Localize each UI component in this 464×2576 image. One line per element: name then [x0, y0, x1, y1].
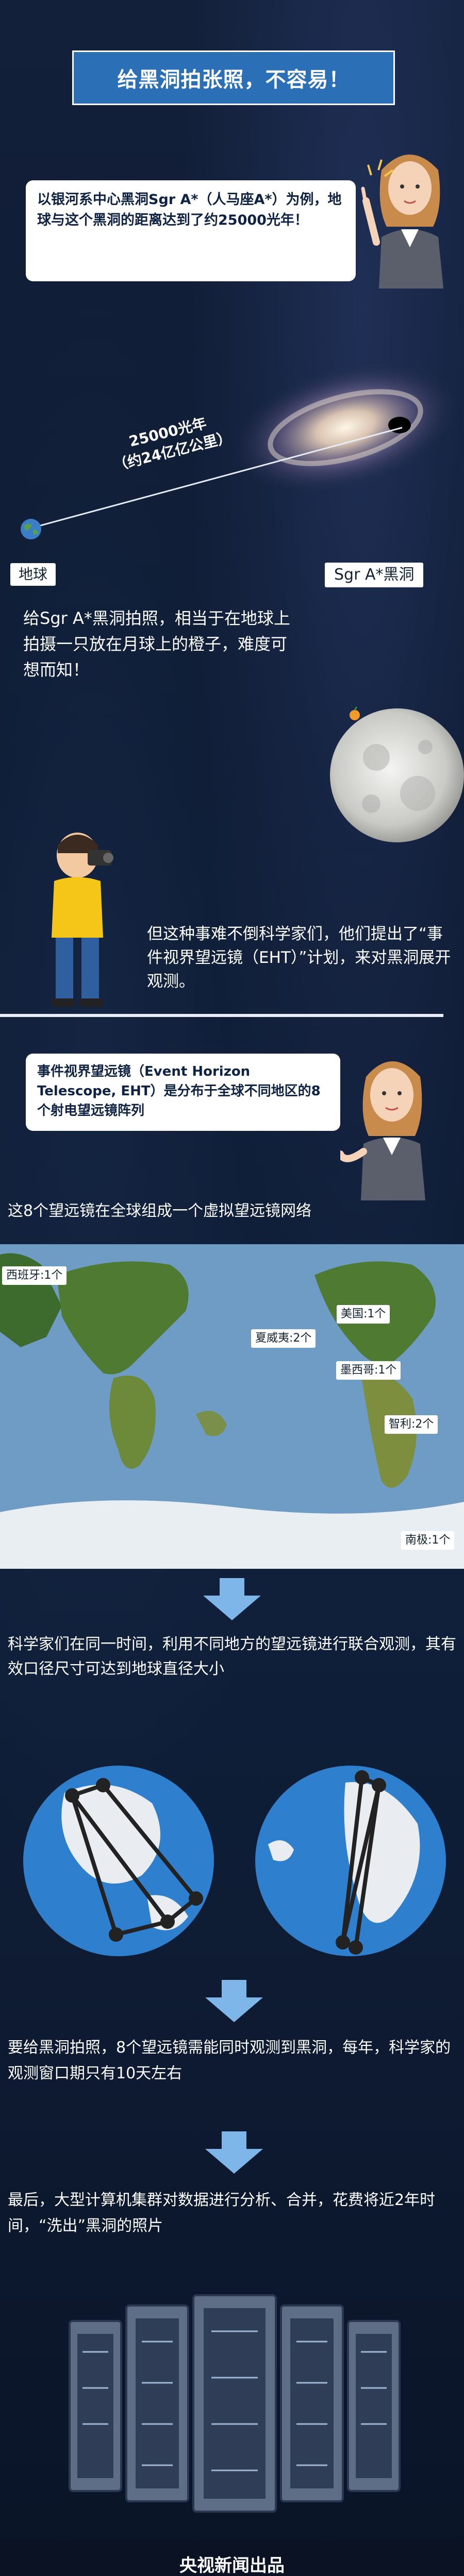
down-arrow-icon [203, 1578, 261, 1620]
network-text: 这8个望远镜在全球组成一个虚拟望远镜网络 [8, 1202, 312, 1220]
location-hawaii: 夏威夷:2个 [251, 1329, 316, 1348]
down-arrow-icon-2 [205, 1980, 263, 2022]
section-divider [0, 1014, 443, 1017]
joint-observation-text: 科学家们在同一时间，利用不同地方的望远镜进行联合观测，其有效口径尺寸可达到地球直… [8, 1635, 456, 1678]
globe-right-image [255, 1766, 446, 1956]
page-title: 给黑洞拍张照，不容易！ [72, 50, 395, 105]
blackhole-label: Sgr A*黑洞 [325, 563, 424, 587]
presenter-woman-icon-2 [340, 1061, 425, 1200]
computation-text: 最后，大型计算机集群对数据进行分析、合并，花费将近2年时间，“洗出”黑洞的照片 [8, 2191, 436, 2235]
earth-label: 地球 [10, 563, 56, 586]
location-usa: 美国:1个 [337, 1305, 390, 1324]
server-cluster-image [69, 2294, 401, 2513]
intro-bubble: 以银河系中心黑洞Sgr A*（人马座A*）为例，地球与这个黑洞的距离达到了约25… [26, 180, 356, 281]
down-arrow-icon-3 [205, 2131, 263, 2174]
footer-credit-text: 央视新闻出品 [179, 2555, 285, 2576]
window-period-text: 要给黑洞拍照，8个望远镜需能同时观测到黑洞，每年，科学家的观测窗口期只有10天左… [8, 2039, 451, 2082]
location-antarctica: 南极:1个 [401, 1531, 455, 1550]
photographer-icon [52, 833, 113, 1007]
presenter-woman-icon [361, 155, 443, 289]
eht-intro-text: 但这种事难不倒科学家们，他们提出了“事件视界望远镜（EHT）”计划，来对黑洞展开… [147, 925, 451, 991]
location-mexico: 墨西哥:1个 [336, 1361, 401, 1380]
galaxy-blackhole-image [229, 360, 461, 495]
earth-icon [21, 519, 41, 539]
footer-credit: 央视新闻出品 [0, 2538, 464, 2576]
distance-line [30, 427, 403, 529]
orange-icon [350, 710, 360, 720]
eht-bubble: 事件视界望远镜（Event Horizon Telescope, EHT）是分布… [26, 1054, 340, 1131]
world-map: 西班牙:1个 美国:1个 夏威夷:2个 墨西哥:1个 智利:2个 南极:1个 [0, 1244, 464, 1569]
world-map-image [0, 1244, 464, 1569]
location-chile: 智利:2个 [385, 1415, 438, 1434]
moon-image [330, 706, 464, 842]
location-spain: 西班牙:1个 [2, 1266, 67, 1285]
orange-analogy-text: 给Sgr A*黑洞拍照，相当于在地球上拍摄一只放在月球上的橙子，难度可想而知！ [23, 608, 290, 680]
globe-left-image [23, 1766, 214, 1956]
